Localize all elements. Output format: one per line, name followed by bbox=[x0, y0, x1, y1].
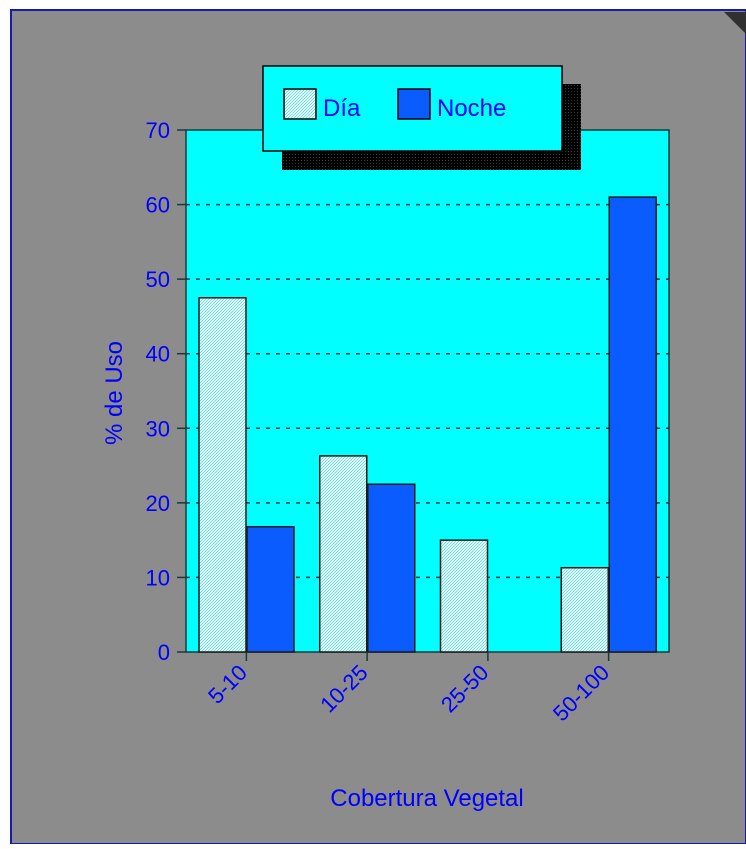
y-tick-label: 60 bbox=[146, 193, 170, 218]
corner-fold-icon bbox=[724, 12, 746, 34]
y-tick-label: 50 bbox=[146, 267, 170, 292]
legend-label-night: Noche bbox=[437, 95, 506, 122]
y-axis-label: % de Uso bbox=[101, 341, 128, 445]
bar-day bbox=[319, 455, 368, 653]
y-tick-label: 70 bbox=[146, 118, 170, 143]
bar-day bbox=[560, 566, 609, 653]
bar-night bbox=[246, 525, 295, 653]
legend: Día Noche bbox=[262, 65, 581, 170]
y-tick-label: 40 bbox=[146, 342, 170, 367]
bar-night bbox=[367, 483, 416, 653]
legend-label-day: Día bbox=[323, 95, 361, 122]
y-tick-label: 0 bbox=[158, 640, 170, 665]
y-tick-label: 10 bbox=[146, 565, 170, 590]
legend-swatch-day bbox=[283, 88, 317, 120]
legend-swatch-night bbox=[397, 88, 431, 120]
y-tick-label: 30 bbox=[146, 416, 170, 441]
x-axis-label: Cobertura Vegetal bbox=[330, 785, 523, 812]
y-tick-label: 20 bbox=[146, 491, 170, 516]
bars bbox=[198, 196, 657, 653]
bar-day bbox=[439, 539, 489, 653]
bar-night bbox=[608, 196, 657, 653]
bar-day bbox=[198, 297, 247, 653]
